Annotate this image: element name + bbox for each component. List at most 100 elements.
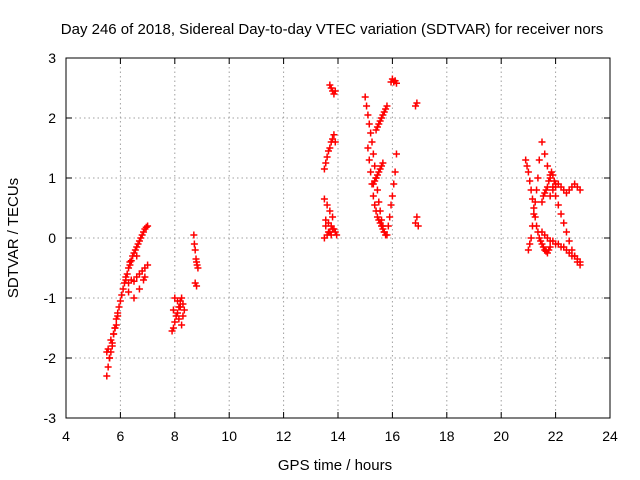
chart-title: Day 246 of 2018, Sidereal Day-to-day VTE… (61, 21, 603, 38)
data-point (524, 168, 532, 176)
data-point (320, 165, 328, 173)
data-point (392, 150, 400, 158)
data-point (531, 198, 539, 206)
data-point (384, 222, 392, 230)
data-point (371, 162, 379, 170)
data-point (557, 210, 565, 218)
x-tick-label: 20 (493, 428, 509, 444)
grid-lines (66, 58, 610, 418)
data-point (322, 159, 330, 167)
data-point (323, 153, 331, 161)
data-point (383, 231, 391, 239)
data-point (108, 342, 116, 350)
x-tick-label: 12 (276, 428, 292, 444)
data-point (135, 285, 143, 293)
data-point (330, 131, 338, 139)
data-point (178, 294, 186, 302)
series-pass-m (387, 75, 400, 87)
data-point (114, 312, 122, 320)
data-point (320, 195, 328, 203)
series-pass-b (103, 312, 122, 362)
data-point (387, 201, 395, 209)
data-point (174, 297, 182, 305)
y-axis-label: SDTVAR / TECUs (5, 178, 22, 298)
data-point (534, 174, 542, 182)
series-pass-k (372, 102, 391, 134)
data-point (562, 228, 570, 236)
data-point (361, 93, 369, 101)
y-tick-label: 0 (48, 230, 56, 246)
data-point (193, 282, 201, 290)
data-point (123, 270, 131, 278)
data-point (530, 204, 538, 212)
data-point (112, 321, 120, 329)
data-point (560, 219, 568, 227)
data-point (383, 102, 391, 110)
series-pass-l (369, 159, 387, 188)
data-point (130, 277, 138, 285)
data-point (119, 285, 127, 293)
data-point (379, 159, 387, 167)
data-point (392, 79, 400, 87)
data-point (391, 168, 399, 176)
y-tick-labels: -3 -2 -1 0 1 2 3 (44, 50, 57, 426)
data-point (372, 207, 380, 215)
data-point (107, 336, 115, 344)
series-pass-d (168, 294, 188, 335)
data-point (133, 252, 141, 260)
data-point (528, 222, 536, 230)
y-tick-label: -1 (44, 290, 57, 306)
series-pass-a (103, 222, 152, 380)
data-point (552, 180, 560, 188)
data-point (103, 372, 111, 380)
data-point (369, 192, 377, 200)
data-point (576, 186, 584, 194)
data-point (369, 150, 377, 158)
data-point (171, 318, 179, 326)
series-pass-e (190, 231, 202, 290)
data-point (375, 198, 383, 206)
data-point (194, 264, 202, 272)
x-tick-label: 4 (62, 428, 70, 444)
data-points (103, 75, 584, 380)
data-point (110, 330, 118, 338)
data-point (549, 171, 557, 179)
data-point (364, 144, 372, 152)
y-tick-label: -3 (44, 410, 57, 426)
data-point (388, 192, 396, 200)
data-point (538, 198, 546, 206)
series-pass-r (524, 156, 543, 254)
data-point (530, 210, 538, 218)
data-point (140, 276, 148, 284)
data-point (190, 231, 198, 239)
data-point (367, 129, 375, 137)
data-point (535, 156, 543, 164)
data-point (130, 294, 138, 302)
data-point (554, 201, 562, 209)
data-point (331, 138, 339, 146)
data-point (373, 186, 381, 194)
data-point (576, 258, 584, 266)
series-pass-v (538, 168, 560, 206)
data-point (329, 213, 337, 221)
series-pass-c (122, 252, 152, 302)
data-point (546, 243, 554, 251)
data-point (330, 225, 338, 233)
data-point (169, 306, 177, 314)
data-point (180, 306, 188, 314)
data-point (368, 138, 376, 146)
data-point (414, 222, 422, 230)
x-tick-label: 6 (117, 428, 125, 444)
data-point (142, 223, 150, 231)
x-tick-label: 16 (385, 428, 401, 444)
x-tick-label: 10 (221, 428, 237, 444)
data-point (191, 246, 199, 254)
data-point (365, 120, 373, 128)
x-tick-label: 22 (548, 428, 564, 444)
x-tick-labels: 4 6 8 10 12 14 16 18 20 22 24 (62, 428, 618, 444)
x-tick-label: 24 (602, 428, 618, 444)
axis-ticks (65, 57, 611, 419)
data-point (386, 213, 394, 221)
x-tick-label: 18 (439, 428, 455, 444)
data-point (364, 111, 372, 119)
